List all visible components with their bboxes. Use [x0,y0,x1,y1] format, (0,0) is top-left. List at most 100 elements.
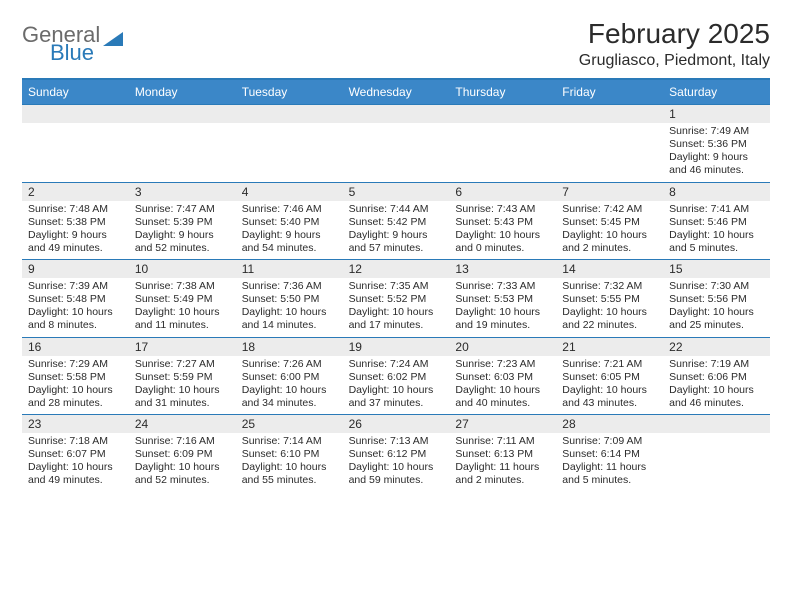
day-cell: Sunrise: 7:23 AM Sunset: 6:03 PM Dayligh… [449,356,556,415]
day-cell: Sunrise: 7:42 AM Sunset: 5:45 PM Dayligh… [556,201,663,260]
day-number: 15 [663,260,770,278]
day-number: 11 [236,260,343,278]
dow-tuesday: Tuesday [236,80,343,104]
logo: General Blue [22,24,123,64]
day-cell: Sunrise: 7:35 AM Sunset: 5:52 PM Dayligh… [343,278,450,337]
day-cell [343,123,450,182]
day-number-row: 9101112131415 [22,260,770,278]
day-number-row: 16171819202122 [22,338,770,356]
day-number: 7 [556,183,663,201]
day-cell: Sunrise: 7:49 AM Sunset: 5:36 PM Dayligh… [663,123,770,182]
header: General Blue February 2025 Grugliasco, P… [22,18,770,70]
day-cell: Sunrise: 7:36 AM Sunset: 5:50 PM Dayligh… [236,278,343,337]
day-number: 16 [22,338,129,356]
day-number: 6 [449,183,556,201]
day-number: 22 [663,338,770,356]
day-cell: Sunrise: 7:39 AM Sunset: 5:48 PM Dayligh… [22,278,129,337]
day-cell: Sunrise: 7:21 AM Sunset: 6:05 PM Dayligh… [556,356,663,415]
day-cell: Sunrise: 7:48 AM Sunset: 5:38 PM Dayligh… [22,201,129,260]
dow-monday: Monday [129,80,236,104]
day-cell [449,123,556,182]
day-number: 3 [129,183,236,201]
calendar-grid: Sunday Monday Tuesday Wednesday Thursday… [22,78,770,492]
day-number [236,105,343,123]
day-number [22,105,129,123]
day-number: 12 [343,260,450,278]
day-number: 26 [343,415,450,433]
day-cell: Sunrise: 7:19 AM Sunset: 6:06 PM Dayligh… [663,356,770,415]
day-body-row: Sunrise: 7:18 AM Sunset: 6:07 PM Dayligh… [22,433,770,492]
day-cell: Sunrise: 7:13 AM Sunset: 6:12 PM Dayligh… [343,433,450,492]
day-number: 17 [129,338,236,356]
dow-friday: Friday [556,80,663,104]
day-cell: Sunrise: 7:11 AM Sunset: 6:13 PM Dayligh… [449,433,556,492]
week-row: 232425262728Sunrise: 7:18 AM Sunset: 6:0… [22,414,770,492]
week-row: 16171819202122Sunrise: 7:29 AM Sunset: 5… [22,337,770,415]
day-cell: Sunrise: 7:16 AM Sunset: 6:09 PM Dayligh… [129,433,236,492]
day-cell: Sunrise: 7:38 AM Sunset: 5:49 PM Dayligh… [129,278,236,337]
day-cell: Sunrise: 7:09 AM Sunset: 6:14 PM Dayligh… [556,433,663,492]
day-number: 13 [449,260,556,278]
day-number: 28 [556,415,663,433]
day-cell [129,123,236,182]
day-number [129,105,236,123]
day-cell [663,433,770,492]
day-number: 1 [663,105,770,123]
day-of-week-header: Sunday Monday Tuesday Wednesday Thursday… [22,80,770,104]
day-number [449,105,556,123]
day-number: 8 [663,183,770,201]
day-cell: Sunrise: 7:33 AM Sunset: 5:53 PM Dayligh… [449,278,556,337]
day-body-row: Sunrise: 7:48 AM Sunset: 5:38 PM Dayligh… [22,201,770,260]
day-number: 21 [556,338,663,356]
logo-block: General Blue [22,24,123,64]
location-label: Grugliasco, Piedmont, Italy [579,52,770,70]
day-number: 18 [236,338,343,356]
dow-thursday: Thursday [449,80,556,104]
day-cell: Sunrise: 7:44 AM Sunset: 5:42 PM Dayligh… [343,201,450,260]
dow-wednesday: Wednesday [343,80,450,104]
day-cell: Sunrise: 7:41 AM Sunset: 5:46 PM Dayligh… [663,201,770,260]
day-cell [22,123,129,182]
dow-saturday: Saturday [663,80,770,104]
dow-sunday: Sunday [22,80,129,104]
day-number: 4 [236,183,343,201]
title-block: February 2025 Grugliasco, Piedmont, Ital… [579,18,770,70]
day-cell: Sunrise: 7:27 AM Sunset: 5:59 PM Dayligh… [129,356,236,415]
day-number: 25 [236,415,343,433]
day-cell: Sunrise: 7:26 AM Sunset: 6:00 PM Dayligh… [236,356,343,415]
day-cell: Sunrise: 7:32 AM Sunset: 5:55 PM Dayligh… [556,278,663,337]
week-row: 2345678Sunrise: 7:48 AM Sunset: 5:38 PM … [22,182,770,260]
week-row: 9101112131415Sunrise: 7:39 AM Sunset: 5:… [22,259,770,337]
calendar-page: General Blue February 2025 Grugliasco, P… [0,0,792,502]
week-row: 1Sunrise: 7:49 AM Sunset: 5:36 PM Daylig… [22,104,770,182]
day-cell: Sunrise: 7:30 AM Sunset: 5:56 PM Dayligh… [663,278,770,337]
month-title: February 2025 [579,18,770,50]
day-number: 9 [22,260,129,278]
day-number-row: 232425262728 [22,415,770,433]
day-number: 10 [129,260,236,278]
day-cell: Sunrise: 7:24 AM Sunset: 6:02 PM Dayligh… [343,356,450,415]
weeks-container: 1Sunrise: 7:49 AM Sunset: 5:36 PM Daylig… [22,104,770,492]
day-number [663,415,770,433]
day-number: 20 [449,338,556,356]
day-cell [556,123,663,182]
day-cell [236,123,343,182]
logo-text-blue: Blue [50,42,123,64]
day-cell: Sunrise: 7:43 AM Sunset: 5:43 PM Dayligh… [449,201,556,260]
day-number: 23 [22,415,129,433]
day-number-row: 2345678 [22,183,770,201]
day-number-row: 1 [22,105,770,123]
day-cell: Sunrise: 7:18 AM Sunset: 6:07 PM Dayligh… [22,433,129,492]
day-cell: Sunrise: 7:14 AM Sunset: 6:10 PM Dayligh… [236,433,343,492]
day-number: 2 [22,183,129,201]
day-number: 5 [343,183,450,201]
day-number: 24 [129,415,236,433]
day-number [556,105,663,123]
day-number [343,105,450,123]
day-body-row: Sunrise: 7:49 AM Sunset: 5:36 PM Dayligh… [22,123,770,182]
day-body-row: Sunrise: 7:29 AM Sunset: 5:58 PM Dayligh… [22,356,770,415]
day-body-row: Sunrise: 7:39 AM Sunset: 5:48 PM Dayligh… [22,278,770,337]
day-number: 14 [556,260,663,278]
day-cell: Sunrise: 7:46 AM Sunset: 5:40 PM Dayligh… [236,201,343,260]
day-number: 19 [343,338,450,356]
